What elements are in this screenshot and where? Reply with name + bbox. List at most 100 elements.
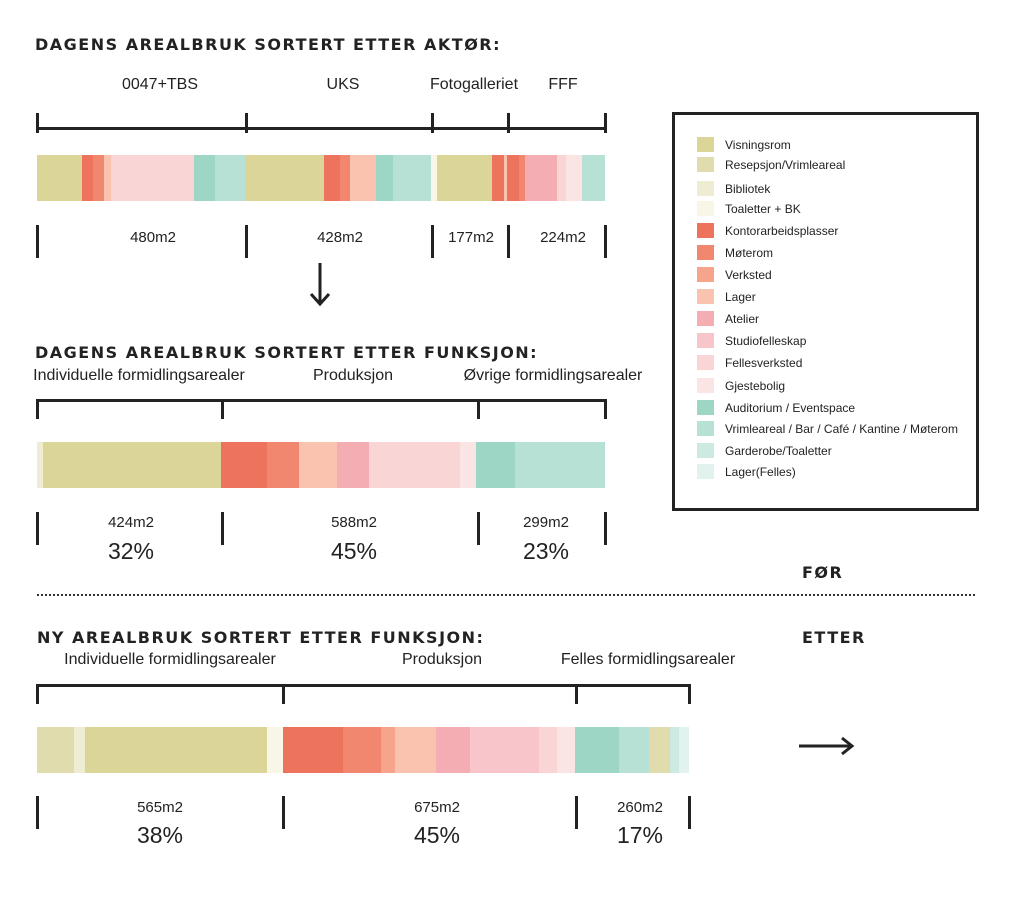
bar-current-by-function [37, 442, 605, 488]
legend-item: Auditorium / Eventspace [697, 400, 855, 415]
segment-toaletter [430, 155, 437, 201]
legend-item: Vrimleareal / Bar / Café / Kantine / Møt… [697, 421, 958, 436]
area-value: 675m2 [414, 799, 460, 816]
legend-swatch [697, 137, 714, 152]
legend-item: Lager [697, 289, 756, 304]
legend: Visningsrom Resepsjon/Vrimleareal Bibliote… [672, 112, 979, 511]
segment-moterom [518, 155, 525, 201]
segment-lager [104, 155, 111, 201]
legend-label: Toaletter + BK [725, 201, 801, 216]
segment-toaletter [267, 727, 283, 773]
segment-verksted [380, 727, 395, 773]
segment-gjestebolig [556, 727, 575, 773]
legend-item: Gjestebolig [697, 378, 785, 393]
segment-auditorium [194, 155, 215, 201]
legend-swatch [697, 378, 714, 393]
arrow-right-icon [799, 736, 855, 756]
legend-swatch [697, 443, 714, 458]
segment-moterom [342, 727, 381, 773]
group-label: Fotogalleriet [429, 76, 519, 93]
legend-swatch [697, 311, 714, 326]
before-label: FØR [802, 563, 844, 582]
legend-label: Møterom [725, 245, 773, 260]
legend-item: Lager(Felles) [697, 464, 796, 479]
segment-vrimle [618, 727, 649, 773]
segment-vrimle [514, 442, 605, 488]
legend-label: Lager(Felles) [725, 464, 796, 479]
legend-item: Bibliotek [697, 181, 770, 196]
area-value: 480m2 [130, 229, 176, 246]
section3-title: NY AREALBRUK SORTERT ETTER FUNKSJON: [37, 628, 485, 647]
section2-title: DAGENS AREALBRUK SORTERT ETTER FUNKSJON: [35, 343, 539, 362]
legend-swatch [697, 267, 714, 282]
area-value: 428m2 [317, 229, 363, 246]
section1-title: DAGENS AREALBRUK SORTERT ETTER AKTØR: [35, 35, 502, 54]
segment-gjestebolig [459, 442, 476, 488]
segment-vrimle [215, 155, 245, 201]
legend-item: Studiofelleskap [697, 333, 806, 348]
legend-swatch [697, 464, 714, 479]
segment-fellesverksted [111, 155, 194, 201]
legend-label: Garderobe/Toaletter [725, 443, 832, 458]
legend-label: Auditorium / Eventspace [725, 400, 856, 415]
after-label: ETTER [802, 628, 866, 647]
percent-value: 17% [616, 822, 664, 848]
legend-item: Fellesverksted [697, 355, 802, 370]
bar-by-actor [37, 155, 605, 201]
group-label: Produksjon [312, 367, 394, 384]
percent-value: 38% [136, 822, 184, 848]
segment-lager [503, 155, 507, 201]
segment-kontor [506, 155, 519, 201]
segment-vrimle [581, 155, 605, 201]
legend-label: Kontorarbeidsplasser [725, 223, 839, 238]
segment-moterom [266, 442, 299, 488]
segment-lagerfelles [678, 727, 689, 773]
area-value: 224m2 [540, 229, 586, 246]
segment-auditorium [574, 727, 619, 773]
legend-label: Studiofelleskap [725, 333, 807, 348]
area-value: 177m2 [448, 229, 494, 246]
legend-item: Verksted [697, 267, 772, 282]
percent-value: 45% [330, 538, 378, 564]
legend-item: Møterom [697, 245, 773, 260]
legend-swatch [697, 400, 714, 415]
segment-bibliotek [37, 442, 43, 488]
area-value: 565m2 [137, 799, 183, 816]
legend-label: Gjestebolig [725, 378, 786, 393]
segment-moterom [93, 155, 104, 201]
legend-item: Resepsjon/Vrimleareal [697, 157, 845, 172]
group-label: UKS [326, 76, 360, 93]
segment-bibliotek [74, 727, 85, 773]
group-label: 0047+TBS [121, 76, 199, 93]
legend-swatch [697, 245, 714, 260]
group-label: Felles formidlingsarealer [560, 651, 736, 668]
percent-value: 23% [522, 538, 570, 564]
bar-new-by-function [37, 727, 689, 773]
legend-item: Kontorarbeidsplasser [697, 223, 838, 238]
legend-swatch [697, 201, 714, 216]
segment-vrimle [392, 155, 431, 201]
segment-fellesverksted [538, 727, 557, 773]
legend-swatch [697, 355, 714, 370]
legend-label: Fellesverksted [725, 355, 803, 370]
segment-visningsrom [42, 442, 221, 488]
group-label: Individuelle formidlingsarealer [33, 367, 245, 384]
segment-kontor [324, 155, 340, 201]
area-value: 299m2 [523, 514, 569, 531]
segment-moterom [340, 155, 350, 201]
segment-visningsrom [37, 155, 82, 201]
group-label: FFF [548, 76, 578, 93]
area-value: 260m2 [617, 799, 663, 816]
legend-label: Lager [725, 289, 756, 304]
segment-lager [394, 727, 436, 773]
group-label: Øvrige formidlingsarealer [463, 367, 643, 384]
legend-item: Toaletter + BK [697, 201, 801, 216]
legend-item: Visningsrom [697, 137, 791, 152]
legend-item: Garderobe/Toaletter [697, 443, 832, 458]
segment-studio [469, 727, 539, 773]
segment-atelier [524, 155, 557, 201]
segment-kontor [220, 442, 267, 488]
group-label: Produksjon [401, 651, 483, 668]
legend-label: Vrimleareal / Bar / Café / Kantine / Møt… [725, 421, 958, 436]
percent-value: 45% [413, 822, 461, 848]
